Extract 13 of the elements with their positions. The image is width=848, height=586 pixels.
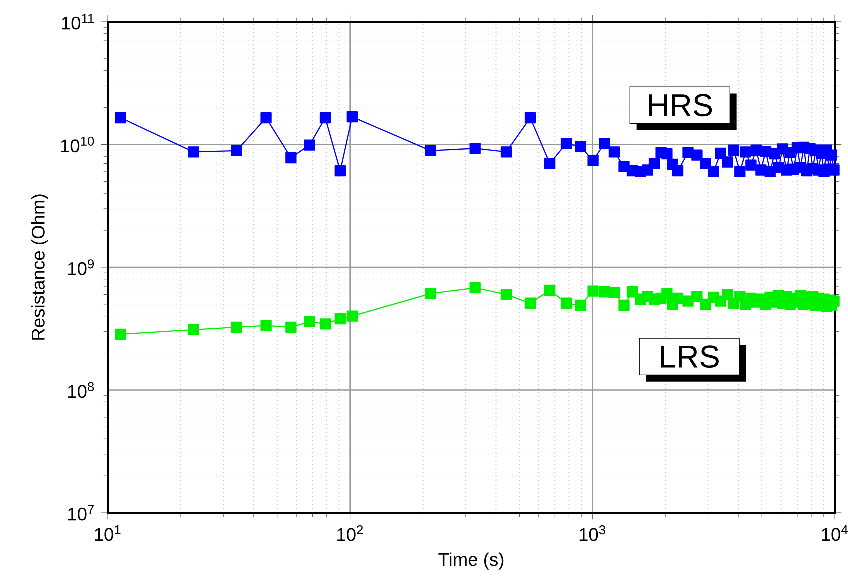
- x-tick-label: 10$^{4}$: [822, 525, 848, 542]
- x-axis-title: Time (s): [438, 552, 504, 570]
- series-label: HRS: [649, 94, 712, 117]
- x-tick-label: 10$^{2}$: [338, 525, 364, 542]
- y-tick-label: 10$^{9}$: [68, 260, 94, 276]
- y-tick-label: 10$^{11}$: [62, 14, 94, 30]
- x-tick-label: 10$^{3}$: [580, 525, 606, 542]
- x-tick-label: 10$^{1}$: [95, 525, 121, 542]
- y-tick-label: 10$^{8}$: [68, 382, 94, 398]
- y-tick-label: 10$^{7}$: [68, 505, 94, 521]
- series-label: LRS: [661, 346, 719, 368]
- y-axis-title: Resistance (Ohm): [31, 194, 48, 340]
- y-tick-label: 10$^{10}$: [61, 136, 94, 153]
